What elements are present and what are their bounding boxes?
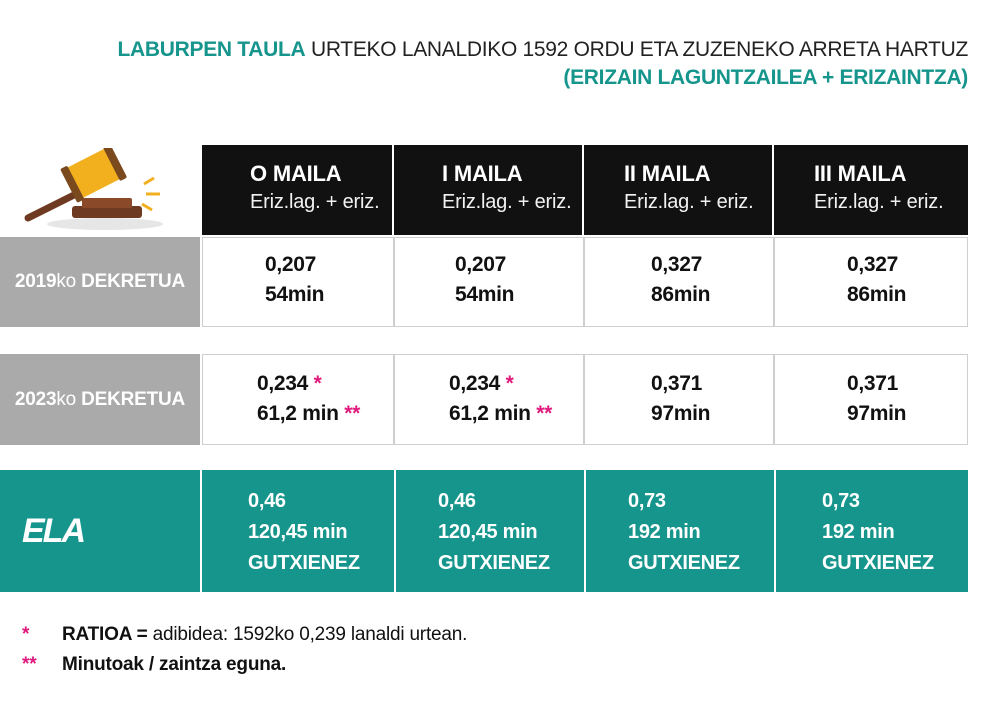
- cell-2019-3: 0,327 86min: [774, 237, 968, 327]
- ratio-asterisk: *: [313, 372, 322, 395]
- header-col-2: II MAILA Eriz.lag. + eriz.: [584, 145, 772, 235]
- row-label-2023: 2023 ko DEKRETUA: [0, 354, 200, 445]
- header-sub: Eriz.lag. + eriz.: [814, 191, 944, 213]
- header-sub: Eriz.lag. + eriz.: [624, 191, 754, 213]
- cell-2019-0: 0,207 54min: [202, 237, 394, 327]
- ratio-asterisk: *: [505, 372, 514, 395]
- row-name: DEKRETUA: [81, 271, 186, 292]
- header-col-3: III MAILA Eriz.lag. + eriz.: [774, 145, 968, 235]
- row-label-2019: 2019 ko DEKRETUA: [0, 237, 200, 327]
- row-label-ela: ELA: [0, 470, 200, 592]
- cell-minutes: 54min: [265, 283, 325, 306]
- cell-note: GUTXIENEZ: [822, 552, 934, 574]
- cell-note: GUTXIENEZ: [628, 552, 740, 574]
- cell-ratio: 0,207: [265, 253, 317, 276]
- cell-ratio: 0,73: [628, 490, 666, 512]
- footnote-mark: **: [22, 654, 37, 675]
- cell-2023-1: 0,234 * 61,2 min **: [394, 354, 584, 445]
- cell-ela-3: 0,73 192 min GUTXIENEZ: [774, 470, 968, 592]
- title-line: LABURPEN TAULA URTEKO LANALDIKO 1592 ORD…: [118, 36, 969, 64]
- row-year: 2019: [14, 271, 57, 292]
- cell-ela-0: 0,46 120,45 min GUTXIENEZ: [200, 470, 394, 592]
- cell-minutes: 54min: [455, 283, 515, 306]
- header-col-1: I MAILA Eriz.lag. + eriz.: [394, 145, 582, 235]
- cell-note: GUTXIENEZ: [438, 552, 550, 574]
- header-sub: Eriz.lag. + eriz.: [250, 191, 380, 213]
- cell-2023-0: 0,234 * 61,2 min **: [202, 354, 394, 445]
- cell-ratio: 0,327: [847, 253, 899, 276]
- header-level: O MAILA: [250, 161, 342, 186]
- minutes-asterisk: **: [536, 402, 552, 425]
- row-name: DEKRETUA: [81, 388, 186, 410]
- title-highlight: LABURPEN TAULA: [117, 38, 306, 61]
- cell-2023-3: 0,371 97min: [774, 354, 968, 445]
- footnote-mark: *: [22, 624, 30, 645]
- footnote-bold: Minutoak / zaintza eguna.: [62, 654, 287, 675]
- cell-2019-2: 0,327 86min: [584, 237, 774, 327]
- header-level: I MAILA: [442, 161, 523, 186]
- row-ko: ko: [56, 388, 77, 410]
- cell-note: GUTXIENEZ: [248, 552, 360, 574]
- title-rest: URTEKO LANALDIKO 1592 ORDU ETA ZUZENEKO …: [310, 38, 968, 61]
- header-level: III MAILA: [814, 161, 907, 186]
- cell-ratio: 0,234: [449, 372, 501, 395]
- ela-logo: ELA: [22, 511, 86, 550]
- row-ko: ko: [56, 271, 77, 292]
- footnote-bold: RATIOA =: [62, 624, 148, 645]
- cell-ratio: 0,234: [257, 372, 309, 395]
- cell-minutes: 61,2 min: [449, 402, 531, 425]
- cell-ratio: 0,207: [455, 253, 507, 276]
- row-year: 2023: [14, 388, 57, 410]
- cell-ratio: 0,46: [438, 490, 476, 512]
- cell-minutes: 86min: [651, 283, 711, 306]
- cell-minutes: 97min: [847, 402, 907, 425]
- cell-minutes: 120,45 min: [438, 521, 538, 543]
- cell-ela-1: 0,46 120,45 min GUTXIENEZ: [394, 470, 584, 592]
- header-level: II MAILA: [624, 161, 711, 186]
- cell-minutes: 192 min: [628, 521, 701, 543]
- cell-minutes: 192 min: [822, 521, 895, 543]
- footnote-1: * RATIOA = adibidea: 1592ko 0,239 lanaldi…: [22, 622, 467, 648]
- footnote-text: adibidea: 1592ko 0,239 lanaldi urtean.: [152, 624, 468, 645]
- minutes-asterisk: **: [344, 402, 360, 425]
- cell-ratio: 0,327: [651, 253, 703, 276]
- cell-ratio: 0,46: [248, 490, 286, 512]
- cell-ela-2: 0,73 192 min GUTXIENEZ: [584, 470, 774, 592]
- cell-minutes: 97min: [651, 402, 711, 425]
- footnote-2: ** Minutoak / zaintza eguna.: [22, 652, 286, 678]
- cell-ratio: 0,73: [822, 490, 860, 512]
- title-subtitle: (ERIZAIN LAGUNTZAILEA + ERIZAINTZA): [563, 66, 968, 89]
- header-col-0: O MAILA Eriz.lag. + eriz.: [202, 145, 392, 235]
- cell-ratio: 0,371: [651, 372, 703, 395]
- cell-2023-2: 0,371 97min: [584, 354, 774, 445]
- cell-2019-1: 0,207 54min: [394, 237, 584, 327]
- title-block: LABURPEN TAULA URTEKO LANALDIKO 1592 ORD…: [118, 36, 969, 92]
- cell-minutes: 120,45 min: [248, 521, 348, 543]
- gavel-icon: [24, 148, 163, 230]
- cell-ratio: 0,371: [847, 372, 899, 395]
- cell-minutes: 61,2 min: [257, 402, 339, 425]
- header-sub: Eriz.lag. + eriz.: [442, 191, 572, 213]
- cell-minutes: 86min: [847, 283, 907, 306]
